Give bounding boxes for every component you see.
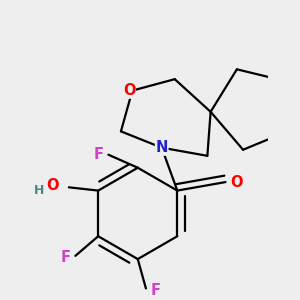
Text: F: F [94, 147, 103, 162]
Text: H: H [34, 184, 45, 197]
Text: O: O [46, 178, 59, 193]
Text: F: F [61, 250, 70, 265]
Text: O: O [231, 175, 243, 190]
Text: O: O [123, 83, 135, 98]
Text: N: N [155, 140, 168, 155]
Text: F: F [151, 283, 161, 298]
